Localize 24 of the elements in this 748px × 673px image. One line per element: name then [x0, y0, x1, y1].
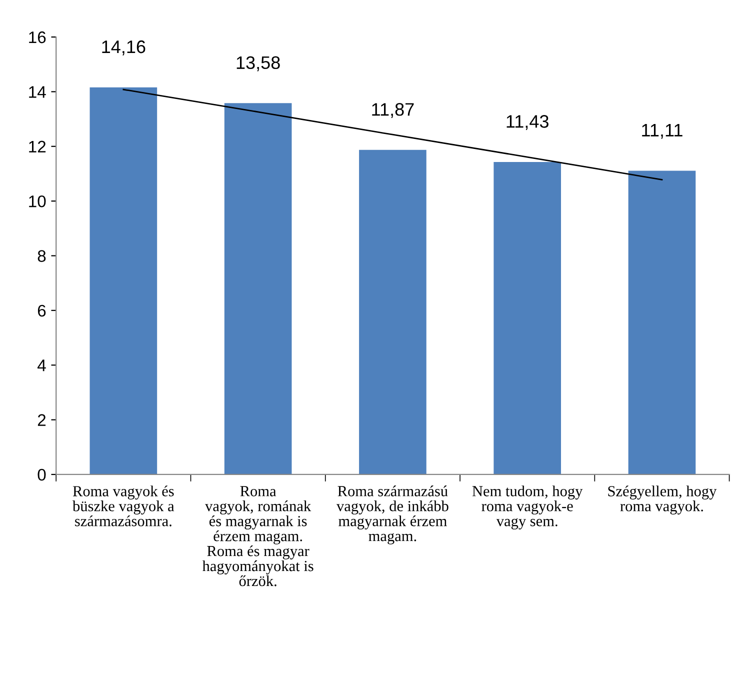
x-tick-label: Szégyellem, hogy roma vagyok.: [608, 486, 717, 514]
text: 13,58: [236, 56, 280, 72]
x-tick-label: Roma vagyok és büszke vagyok a származásomra.: [72, 486, 174, 526]
y-tick-label: 0: [38, 468, 46, 481]
y-tick-label: 12: [29, 140, 46, 152]
x-tick-label: Roma származású vagyok, de inkább magyarnak érzem magam.: [336, 486, 448, 544]
text: 11,87: [372, 103, 414, 118]
bar: [628, 170, 696, 474]
y-tick-label: 2: [38, 414, 46, 426]
y-tick-label: 16: [29, 31, 46, 44]
y-tick-label: 8: [38, 250, 46, 262]
text: 14,16: [102, 40, 146, 56]
y-tick-label: 14: [29, 86, 46, 98]
x-tick-label: Roma vagyok, romának és magyarnak is érzem magam. Roma és magyar hagyományokat is őrzök.: [202, 486, 314, 586]
y-tick-label: 6: [38, 304, 46, 317]
bar: [224, 103, 292, 474]
bar: [359, 150, 426, 474]
x-tick-label: Nem tudom, hogy roma vagyok-e vagy sem.: [472, 486, 583, 530]
bar: [494, 162, 561, 474]
y-tick-label: 10: [29, 195, 46, 208]
text: 11,11: [642, 124, 682, 139]
bar: [90, 87, 158, 474]
y-tick-label: 4: [37, 360, 46, 372]
text: 11,43: [506, 115, 548, 130]
